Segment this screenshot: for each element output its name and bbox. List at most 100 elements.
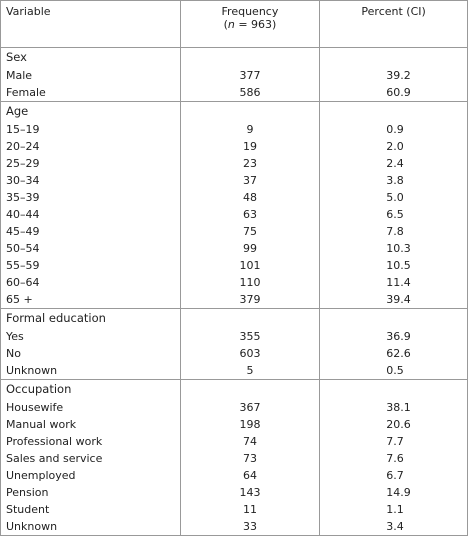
section-title-row: Age [0,101,468,121]
header-cell: Percent (CI) [319,0,468,48]
data-row: 45–49 75 7.8 [1,223,468,240]
data-row: 50–54 99 10.3 [1,240,468,257]
data-row: 20–24 19 2.0 [1,138,468,155]
variable-cell: 50–54 [6,242,40,255]
header-note: n [227,18,235,31]
frequency-cell: 37 [179,172,320,189]
header-row: Variable Frequency (n = 963) Percent (CI) [0,0,468,48]
percent-cell: 36.9 [319,328,468,345]
frequency-cell: 9 [179,121,320,138]
frequency-cell: 143 [179,484,320,501]
frequency-cell: 63 [179,206,320,223]
data-row: Female 586 60.9 [1,84,468,102]
percent-cell: 39.2 [319,67,468,84]
percent-cell: 0.9 [319,121,468,138]
variable-cell: 60–64 [6,276,40,289]
frequency-cell: 110 [179,274,320,291]
section-title: Formal education [0,308,181,328]
percent-cell: 6.7 [319,467,468,484]
percent-cell: 3.4 [319,518,468,536]
data-row: 35–39 48 5.0 [1,189,468,206]
percent-cell: 11.4 [319,274,468,291]
empty-cell [179,379,320,399]
variable-cell: Student [6,503,50,516]
data-row: Sales and service 73 7.6 [1,450,468,467]
percent-cell: 20.6 [319,416,468,433]
frequency-cell: 586 [179,84,320,102]
variable-cell: Female [6,86,46,99]
percent-cell: 1.1 [319,501,468,518]
data-row: 15–19 9 0.9 [1,121,468,138]
section: Sex Male 377 39.2 Female 586 60.9 [1,47,468,102]
frequency-cell: 33 [179,518,320,536]
data-row: Unknown 33 3.4 [1,518,468,536]
frequency-cell: 355 [179,328,320,345]
section: Formal education Yes 355 36.9 No 603 62.6 Unkno… [0,308,468,380]
empty-cell [179,308,320,328]
section-title: Occupation [0,379,181,399]
frequency-cell: 73 [179,450,320,467]
data-row: Manual work 198 20.6 [1,416,468,433]
percent-cell: 10.3 [319,240,468,257]
frequency-cell: 19 [179,138,320,155]
percent-cell: 2.4 [319,155,468,172]
section: Occupation Housewife 367 38.1 Manual work 198… [0,379,468,536]
empty-cell [179,47,320,67]
percent-cell: 60.9 [319,84,468,102]
section-title: Age [0,101,181,121]
percent-cell: 3.8 [319,172,468,189]
header-note: ( [223,18,228,31]
variable-cell: 45–49 [6,225,40,238]
variable-cell: Unknown [6,520,58,533]
frequency-cell: 11 [179,501,320,518]
header-note: = 963) [234,18,277,31]
data-row: 30–34 37 3.8 [1,172,468,189]
frequency-cell: 379 [179,291,320,309]
data-row: 25–29 23 2.4 [1,155,468,172]
percent-cell: 6.5 [319,206,468,223]
variable-cell: 25–29 [6,157,40,170]
frequency-cell: 603 [179,345,320,362]
data-row: 60–64 110 11.4 [1,274,468,291]
data-row: Student 11 1.1 [1,501,468,518]
frequency-cell: 75 [179,223,320,240]
data-row: Pension 143 14.9 [1,484,468,501]
data-row: Unemployed 64 6.7 [1,467,468,484]
percent-cell: 38.1 [319,399,468,416]
frequency-cell: 74 [179,433,320,450]
section: Age 15–19 9 0.9 20–24 19 2.0 25–29 23 2.4 30–34 37 3… [0,101,468,309]
section-title: Sex [6,50,27,64]
percent-cell: 7.6 [319,450,468,467]
header-cell: Variable [0,0,181,48]
empty-cell [319,308,468,328]
variable-cell: Unknown [6,364,58,377]
variable-cell: No [6,347,21,360]
percent-cell: 7.7 [319,433,468,450]
percent-cell: 5.0 [319,189,468,206]
variable-cell: 55–59 [6,259,40,272]
frequency-cell: 5 [179,362,320,380]
empty-cell [319,47,468,67]
frequency-cell: 64 [179,467,320,484]
data-row: No 603 62.6 [1,345,468,362]
variable-cell: Housewife [6,401,64,414]
frequency-cell: 367 [179,399,320,416]
variable-cell: 30–34 [6,174,40,187]
percent-cell: 0.5 [319,362,468,380]
section-title-row: Sex [1,47,468,67]
empty-cell [319,101,468,121]
empty-cell [179,101,320,121]
header-text: Frequency [221,5,279,18]
percent-cell: 39.4 [319,291,468,309]
data-row: 40–44 63 6.5 [1,206,468,223]
variable-cell: Male [6,69,33,82]
data-row: 55–59 101 10.5 [1,257,468,274]
percent-cell: 2.0 [319,138,468,155]
frequency-cell: 48 [179,189,320,206]
variable-cell: Pension [6,486,49,499]
data-row: Male 377 39.2 [1,67,468,84]
section-title-row: Occupation [0,379,468,399]
variable-cell: Yes [6,330,24,343]
